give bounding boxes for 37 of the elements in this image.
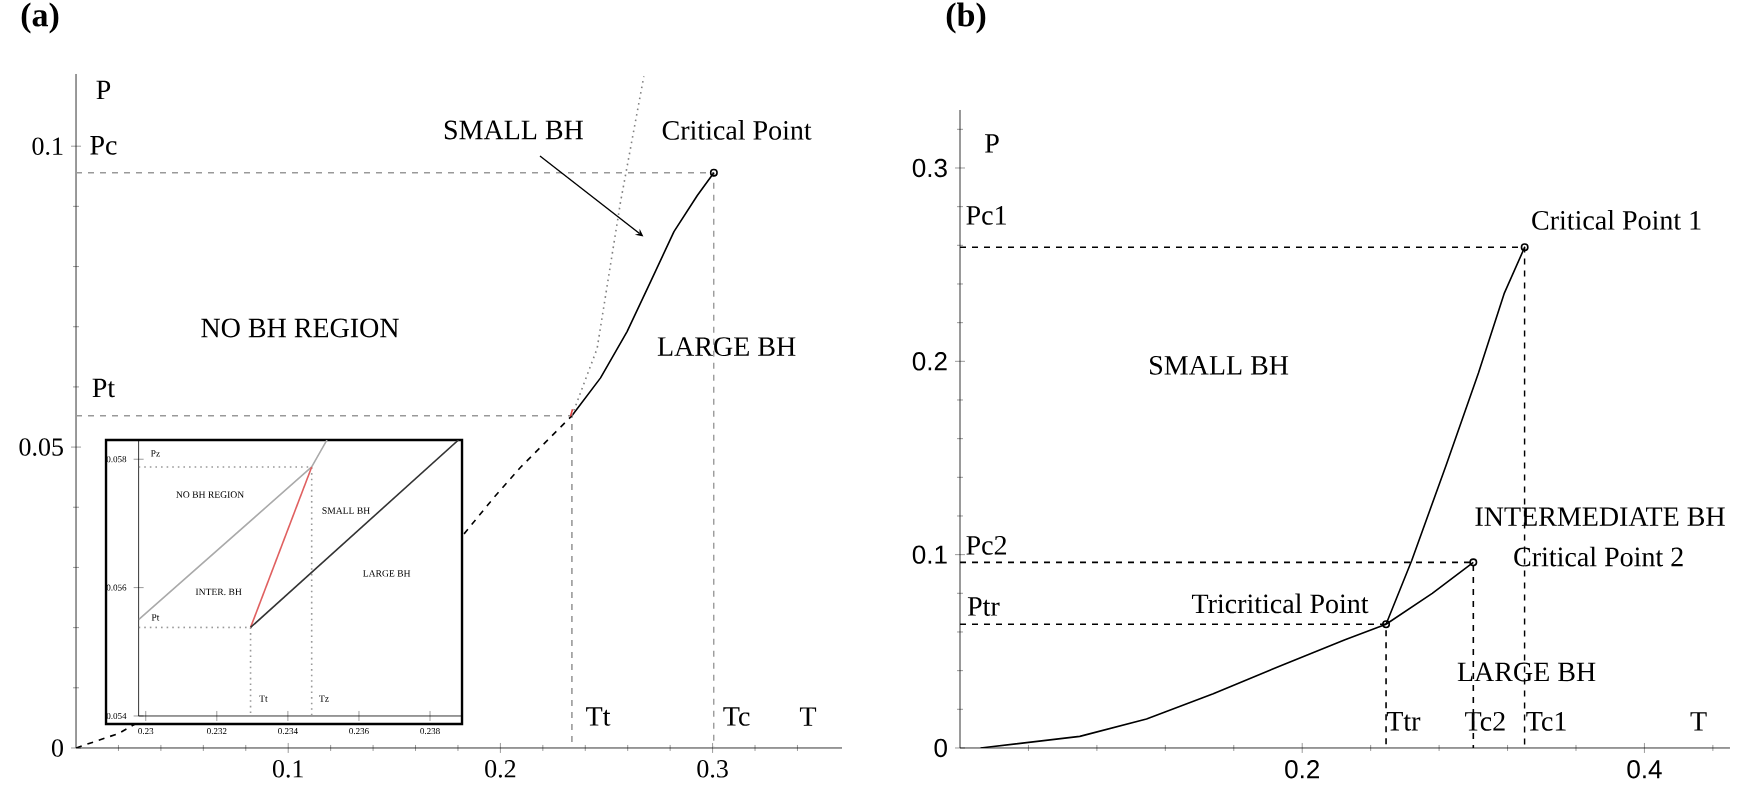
x-axis-title: T [1690, 712, 1707, 731]
x-tick-label: 0.2 [485, 760, 516, 778]
annotation: Critical Point 1 [1532, 210, 1701, 230]
y-tick-label: 0.3 [912, 158, 947, 178]
x-tick-label: 0.3 [697, 760, 728, 778]
annotation: Pc2 [966, 535, 1007, 555]
annotation: Pc1 [966, 205, 1006, 225]
annotation: Tc1 [1526, 711, 1566, 731]
y-tick-label: 0.2 [912, 352, 947, 371]
annotation: Ttr [1386, 712, 1421, 731]
annotation: Tt [586, 707, 611, 726]
annotation: Tc2 [1465, 711, 1505, 731]
y-tick-label: 0.1 [912, 545, 947, 564]
y-tick-label: 0 [934, 738, 947, 758]
annotation: INTERMEDIATE BH [1475, 507, 1725, 526]
annotation: SMALL BH [444, 120, 583, 140]
annotation: Pc [90, 136, 117, 155]
x-tick-label: 0.2 [1285, 760, 1319, 779]
y-tick-label: 0.05 [19, 438, 63, 456]
x-axis-title: T [799, 707, 817, 726]
chart-title: (b) [946, 2, 986, 34]
annotation: Ptr [967, 597, 1000, 616]
annotation: SMALL BH [1150, 355, 1289, 375]
annotation: Critical Point 2 [1514, 546, 1683, 567]
y-tick-label: 0 [51, 739, 63, 757]
annotation: Pt [92, 378, 115, 398]
annotation: LARGE BH [657, 337, 796, 357]
y-tick-label: 0.1 [32, 137, 63, 156]
y-axis-title: P [985, 134, 999, 153]
y-axis-title: P [96, 80, 111, 100]
annotation: Tricritical Point [1191, 593, 1369, 614]
x-tick-label: 0.4 [1627, 760, 1662, 779]
x-tick-label: 0.1 [272, 760, 303, 778]
annotation: Critical Point [662, 120, 812, 140]
chart-title: (a) [21, 2, 59, 34]
annotation: NO BH REGION [201, 318, 399, 338]
annotation: Tc [723, 707, 750, 726]
